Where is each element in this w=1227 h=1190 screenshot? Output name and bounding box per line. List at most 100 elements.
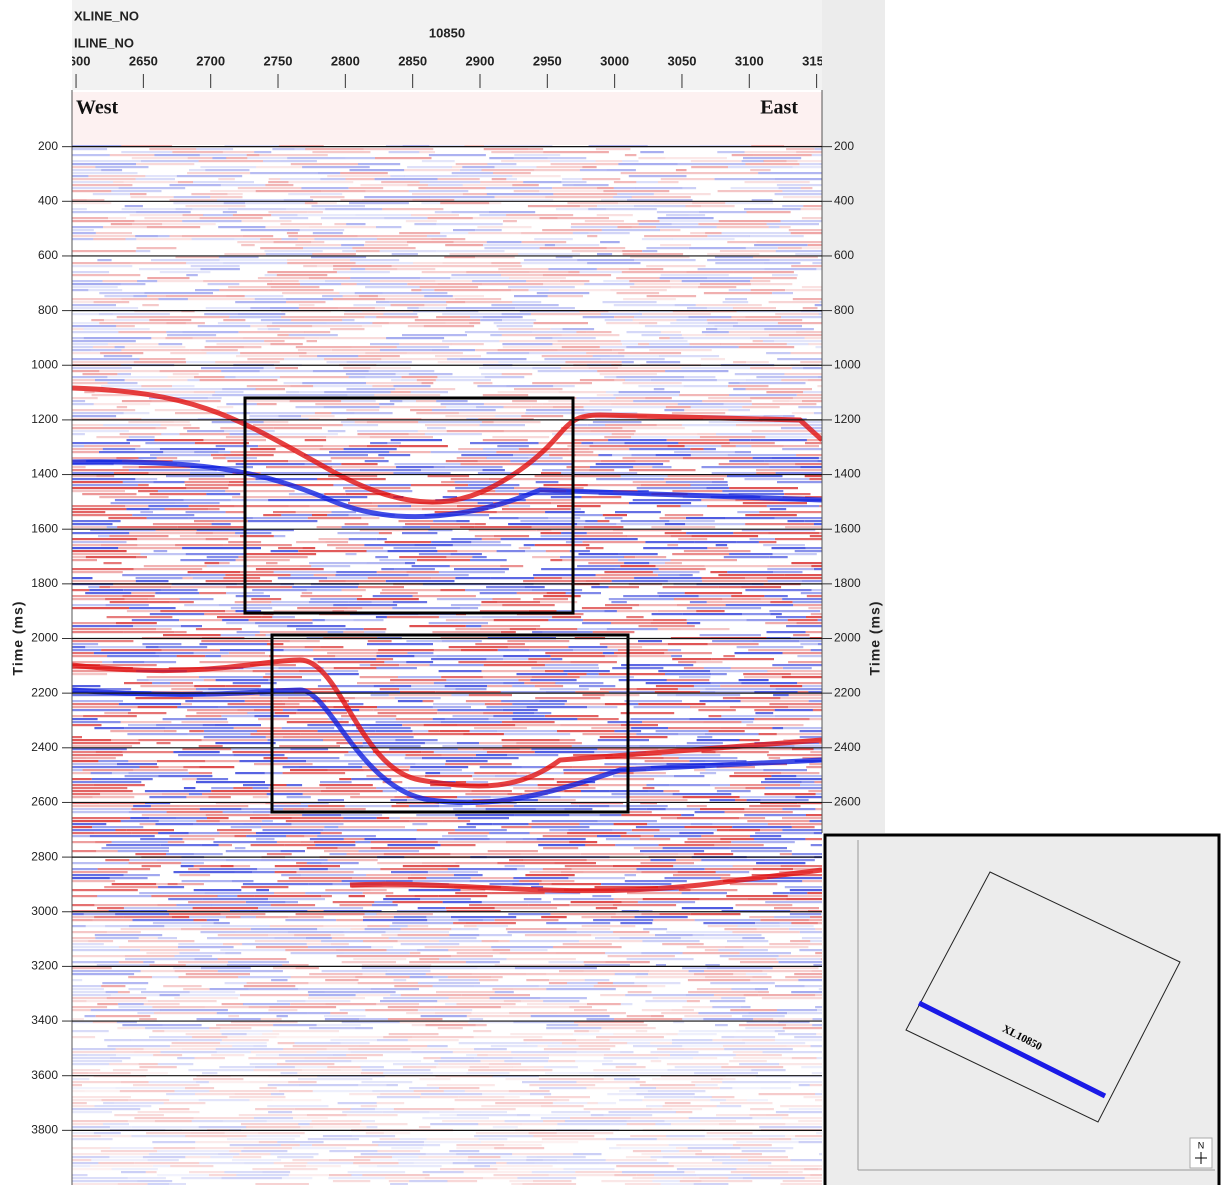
seismic-streak xyxy=(256,946,308,948)
seismic-streak xyxy=(675,1066,722,1068)
seismic-streak xyxy=(210,190,256,192)
seismic-streak xyxy=(461,994,530,996)
seismic-streak xyxy=(291,319,342,321)
seismic-streak xyxy=(624,556,635,558)
seismic-streak xyxy=(696,304,762,306)
seismic-streak xyxy=(619,391,680,393)
seismic-streak xyxy=(726,1153,762,1155)
seismic-streak xyxy=(729,394,797,396)
seismic-streak xyxy=(412,1024,426,1026)
seismic-streak xyxy=(480,319,502,321)
seismic-streak xyxy=(98,535,109,537)
seismic-streak xyxy=(489,211,535,213)
seismic-streak xyxy=(72,1126,110,1128)
seismic-streak xyxy=(672,658,711,660)
seismic-streak xyxy=(702,580,768,582)
seismic-streak xyxy=(163,451,194,453)
seismic-streak xyxy=(452,166,462,168)
seismic-streak xyxy=(678,661,696,663)
seismic-streak xyxy=(201,844,218,846)
seismic-streak xyxy=(442,754,477,756)
seismic-streak xyxy=(358,1084,386,1086)
seismic-streak xyxy=(693,1057,717,1059)
seismic-streak xyxy=(601,883,651,885)
seismic-streak xyxy=(749,805,800,807)
seismic-streak xyxy=(359,850,420,852)
seismic-streak xyxy=(114,1114,164,1116)
seismic-streak xyxy=(697,739,740,741)
seismic-streak xyxy=(705,769,763,771)
seismic-streak xyxy=(769,532,820,534)
seismic-streak xyxy=(724,928,756,930)
seismic-streak xyxy=(710,1000,745,1002)
seismic-streak xyxy=(228,703,285,705)
seismic-streak xyxy=(104,319,115,321)
seismic-streak xyxy=(590,400,634,402)
seismic-streak xyxy=(735,451,751,453)
seismic-streak xyxy=(72,721,121,723)
seismic-streak xyxy=(72,1090,84,1092)
seismic-streak xyxy=(629,469,695,471)
seismic-streak xyxy=(405,757,422,759)
seismic-streak xyxy=(464,925,477,927)
seismic-streak xyxy=(372,322,389,324)
seismic-streak xyxy=(641,862,695,864)
seismic-streak xyxy=(492,892,545,894)
seismic-streak xyxy=(188,157,213,159)
seismic-streak xyxy=(719,220,781,222)
seismic-streak xyxy=(327,1057,367,1059)
seismic-streak xyxy=(792,367,803,369)
seismic-streak xyxy=(560,556,624,558)
seismic-streak xyxy=(398,940,440,942)
seismic-streak xyxy=(324,1015,366,1017)
seismic-streak xyxy=(750,169,770,171)
seismic-streak xyxy=(736,445,752,447)
seismic-streak xyxy=(729,775,771,777)
seismic-streak xyxy=(605,703,627,705)
seismic-streak xyxy=(329,1150,377,1152)
seismic-streak xyxy=(300,1144,312,1146)
y-tick-label: 200 xyxy=(38,139,58,153)
seismic-streak xyxy=(380,406,447,408)
seismic-streak xyxy=(327,322,373,324)
seismic-streak xyxy=(461,607,478,609)
seismic-streak xyxy=(745,181,810,183)
seismic-streak xyxy=(745,589,811,591)
seismic-streak xyxy=(359,1018,388,1020)
seismic-streak xyxy=(300,283,341,285)
seismic-streak xyxy=(642,1009,671,1011)
seismic-streak xyxy=(573,184,608,186)
seismic-streak xyxy=(515,724,560,726)
seismic-streak xyxy=(715,262,764,264)
seismic-streak xyxy=(626,616,643,618)
seismic-streak xyxy=(72,484,138,486)
seismic-streak xyxy=(156,628,172,630)
seismic-streak xyxy=(414,544,453,546)
seismic-streak xyxy=(72,382,108,384)
seismic-streak xyxy=(365,1009,418,1011)
seismic-streak xyxy=(672,1042,714,1044)
seismic-streak xyxy=(72,445,84,447)
seismic-streak xyxy=(351,268,365,270)
seismic-streak xyxy=(589,1030,600,1032)
seismic-streak xyxy=(636,1081,646,1083)
seismic-streak xyxy=(128,1177,166,1179)
seismic-streak xyxy=(193,907,258,909)
seismic-streak xyxy=(235,871,253,873)
seismic-streak xyxy=(221,184,266,186)
seismic-streak xyxy=(757,241,824,243)
seismic-streak xyxy=(768,580,802,582)
seismic-streak xyxy=(344,817,377,819)
seismic-streak xyxy=(72,181,113,183)
seismic-streak xyxy=(414,1162,453,1164)
seismic-streak xyxy=(574,1009,607,1011)
seismic-streak xyxy=(398,1159,468,1161)
seismic-streak xyxy=(117,526,177,528)
seismic-streak xyxy=(154,550,168,552)
seismic-streak xyxy=(225,490,294,492)
seismic-streak xyxy=(705,733,759,735)
seismic-streak xyxy=(166,295,227,297)
seismic-streak xyxy=(72,505,125,507)
seismic-streak xyxy=(641,952,682,954)
seismic-streak xyxy=(290,769,328,771)
